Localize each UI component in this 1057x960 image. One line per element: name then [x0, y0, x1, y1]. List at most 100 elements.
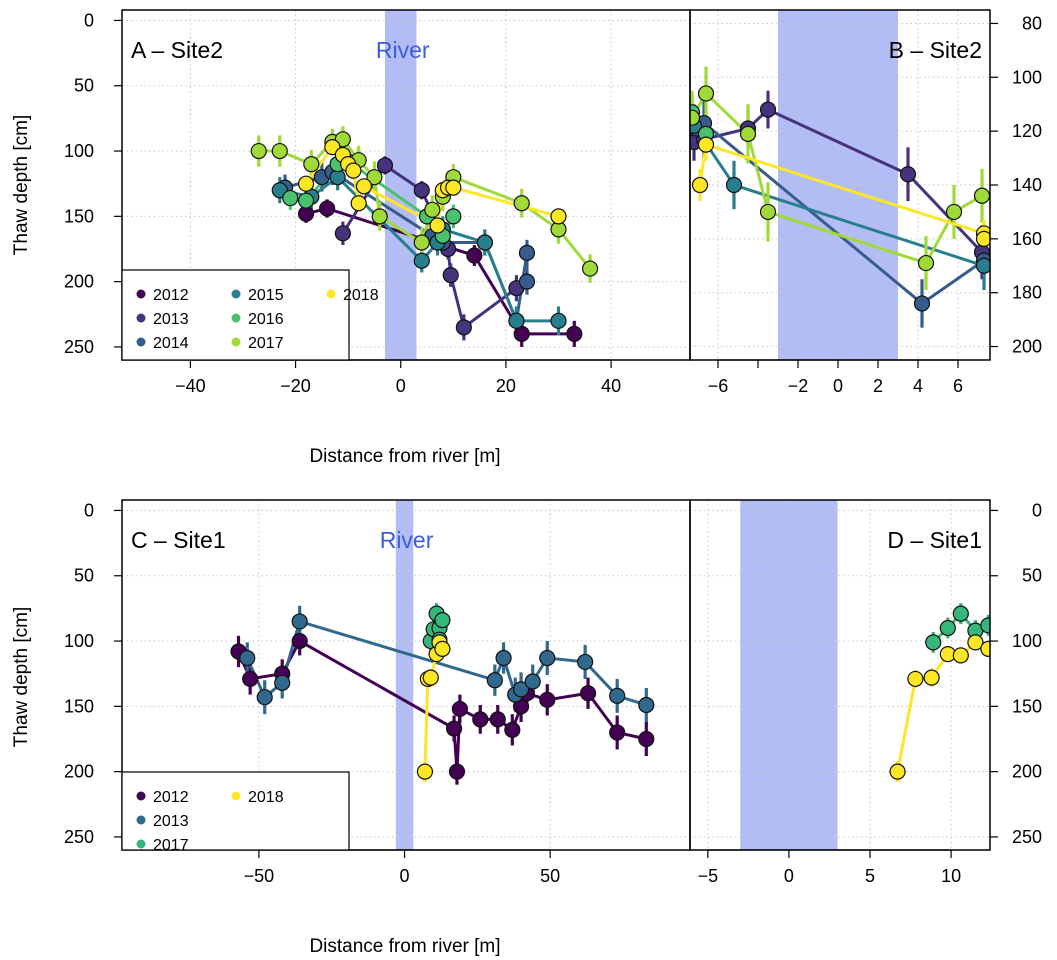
data-point-2017 — [690, 109, 701, 126]
data-point-2013 — [539, 649, 556, 667]
x-tick-label: 6 — [953, 376, 963, 396]
legend-label-2012: 2012 — [153, 287, 189, 304]
river-label: River — [376, 37, 430, 63]
y-tick-label: 50 — [74, 76, 94, 96]
data-point-2017 — [366, 169, 383, 186]
x-tick-label: −6 — [708, 376, 729, 396]
data-point-2017 — [303, 156, 320, 173]
data-point-2017 — [581, 260, 599, 277]
x-tick-label: 50 — [540, 866, 560, 886]
data-point-2017 — [939, 619, 956, 637]
data-point-2016 — [282, 189, 299, 207]
data-point-2013 — [376, 157, 394, 174]
data-point-2012 — [448, 763, 466, 780]
data-point-2017 — [424, 201, 441, 218]
data-point-2018 — [952, 647, 969, 664]
river-label: River — [380, 527, 434, 553]
y-axis-label-bottom: Thaw depth [cm] — [11, 607, 32, 747]
data-point-2017 — [980, 617, 990, 634]
data-point-2013 — [274, 674, 291, 691]
data-point-2015 — [550, 312, 567, 329]
data-point-2017 — [917, 254, 935, 272]
panel-plot-area — [122, 10, 690, 360]
legend-swatch-2013 — [136, 313, 146, 323]
y-tick-label: 200 — [1012, 337, 1042, 357]
y-tick-label: 140 — [1012, 175, 1042, 195]
legend-swatch-2018 — [231, 791, 241, 801]
data-point-2012 — [472, 711, 489, 728]
data-point-2012 — [291, 632, 308, 650]
river-band — [740, 500, 838, 850]
series-line — [896, 640, 990, 772]
data-point-2017 — [697, 85, 715, 102]
data-point-2018 — [923, 669, 940, 686]
data-point-2017 — [371, 208, 388, 225]
data-point-2012 — [451, 700, 468, 718]
data-point-2013 — [512, 681, 530, 698]
y-tick-label: 0 — [84, 10, 94, 30]
data-point-2013 — [495, 649, 512, 667]
data-point-2018 — [416, 763, 434, 780]
x-axis-label-top: Distance from river [m] — [309, 446, 500, 467]
panel-a-site2: −40 −20 0 20 40 0 50 100 150 200 250 A – Site2 River… — [64, 9, 691, 396]
y-tick-label: 150 — [1012, 696, 1042, 716]
y-tick-label: 80 — [1022, 13, 1042, 33]
x-tick-label: −5 — [698, 866, 719, 886]
y-tick-label: 100 — [64, 141, 94, 161]
data-point-2017 — [759, 203, 777, 221]
data-point-2017 — [434, 612, 451, 629]
legend-label-2013: 2013 — [153, 813, 189, 830]
y-tick-label: 0 — [84, 500, 94, 520]
y-tick-label: 120 — [1012, 121, 1042, 141]
data-point-2017 — [925, 634, 942, 651]
data-point-2012 — [466, 247, 483, 264]
x-tick-label: −2 — [788, 376, 809, 396]
legend-swatch-2012 — [136, 791, 146, 801]
data-point-2014 — [913, 295, 931, 312]
legend-swatch-2012 — [136, 289, 146, 299]
data-point-2013 — [577, 653, 594, 671]
data-point-2013 — [638, 696, 655, 714]
data-point-2012 — [638, 730, 655, 748]
data-point-2012 — [319, 200, 336, 217]
data-point-2018 — [975, 230, 990, 247]
data-point-2018 — [691, 176, 709, 194]
data-point-2017 — [513, 195, 530, 212]
data-point-2015 — [508, 312, 525, 329]
panel-plot-area — [690, 500, 990, 850]
legend-label-2018: 2018 — [248, 789, 284, 806]
data-point-2013 — [291, 613, 308, 630]
data-point-2013 — [899, 166, 917, 183]
legend: 2012 2013 2017 2018 — [121, 771, 350, 854]
legend-label-2017: 2017 — [248, 335, 284, 352]
data-point-2013 — [759, 101, 777, 118]
y-tick-label: 200 — [1012, 762, 1042, 782]
legend-swatch-2015 — [231, 289, 241, 299]
data-point-2017 — [945, 203, 963, 221]
legend-label-2017: 2017 — [153, 837, 189, 854]
data-point-2012 — [609, 724, 626, 741]
data-point-2015 — [413, 252, 430, 269]
data-point-2018 — [434, 640, 451, 657]
x-tick-label: 0 — [396, 376, 406, 396]
y-tick-label: 250 — [1012, 827, 1042, 847]
x-tick-label: 5 — [865, 866, 875, 886]
panel-title: B – Site2 — [889, 37, 982, 63]
y-axis-label-top: Thaw depth [cm] — [11, 115, 32, 255]
panel-b-site2-zoom: −6 −2 0 2 4 6 80 100 120 140 160 180 200 B – Site2 — [689, 9, 1042, 396]
panel-plot-area — [122, 500, 690, 850]
y-tick-label: 200 — [64, 272, 94, 292]
y-tick-label: 100 — [1012, 631, 1042, 651]
data-point-2013 — [524, 673, 541, 690]
x-tick-label: −50 — [244, 866, 275, 886]
data-point-2016 — [445, 208, 462, 225]
legend-label-2018: 2018 — [343, 287, 379, 304]
data-point-2012 — [504, 721, 521, 738]
legend-swatch-2013 — [136, 815, 146, 825]
data-point-2013 — [239, 649, 256, 667]
panel-plot-area — [690, 10, 990, 360]
y-tick-label: 100 — [1012, 67, 1042, 87]
data-point-2018 — [345, 162, 362, 179]
